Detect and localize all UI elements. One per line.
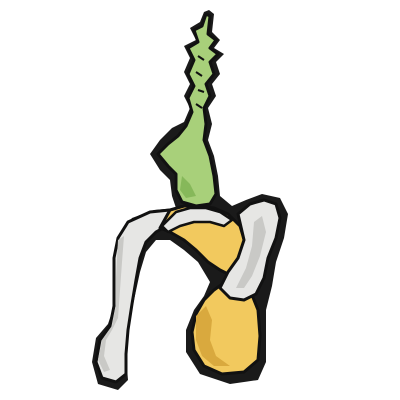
arch-yellow-body	[158, 204, 262, 376]
green-stalk	[156, 12, 220, 208]
arch-top-gray	[160, 206, 234, 234]
right-arm-gray	[218, 198, 282, 302]
